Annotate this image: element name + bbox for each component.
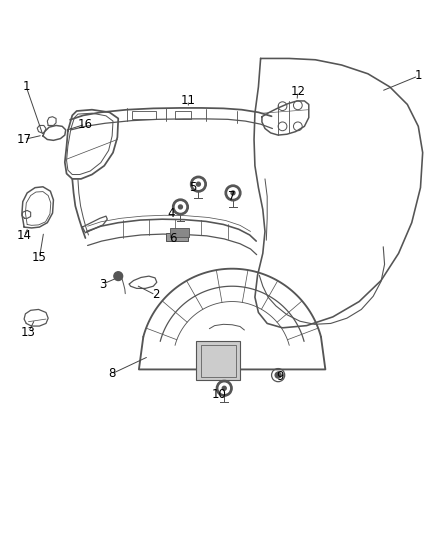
Text: 4: 4 (167, 207, 175, 221)
Text: 1: 1 (414, 69, 422, 83)
Text: 3: 3 (99, 278, 106, 290)
Text: 17: 17 (17, 133, 32, 146)
Text: 6: 6 (169, 231, 177, 245)
Text: 14: 14 (17, 229, 32, 243)
Bar (132, 110, 156, 119)
Circle shape (228, 188, 238, 198)
Circle shape (191, 176, 206, 192)
Circle shape (178, 205, 183, 209)
Bar (196, 341, 240, 381)
Text: 11: 11 (181, 94, 196, 107)
Text: 16: 16 (78, 118, 93, 131)
Circle shape (193, 179, 204, 189)
Bar (170, 229, 189, 237)
Text: 7: 7 (228, 190, 236, 203)
Circle shape (175, 202, 186, 212)
Circle shape (222, 386, 226, 390)
Circle shape (114, 272, 123, 280)
Circle shape (173, 199, 188, 215)
Text: 13: 13 (21, 326, 36, 338)
Text: 8: 8 (108, 367, 115, 381)
Circle shape (225, 185, 241, 201)
Text: 9: 9 (276, 369, 284, 383)
Text: 12: 12 (290, 85, 305, 98)
Circle shape (275, 372, 281, 378)
Circle shape (196, 182, 201, 186)
Bar (166, 233, 188, 241)
Bar (175, 111, 191, 119)
Text: 2: 2 (152, 288, 159, 302)
Text: 5: 5 (189, 181, 196, 194)
Circle shape (219, 383, 230, 393)
Text: 15: 15 (32, 251, 47, 264)
Circle shape (216, 381, 232, 396)
Text: 1: 1 (22, 80, 30, 93)
Text: 10: 10 (212, 388, 226, 401)
Bar (201, 345, 236, 377)
Circle shape (231, 191, 235, 195)
